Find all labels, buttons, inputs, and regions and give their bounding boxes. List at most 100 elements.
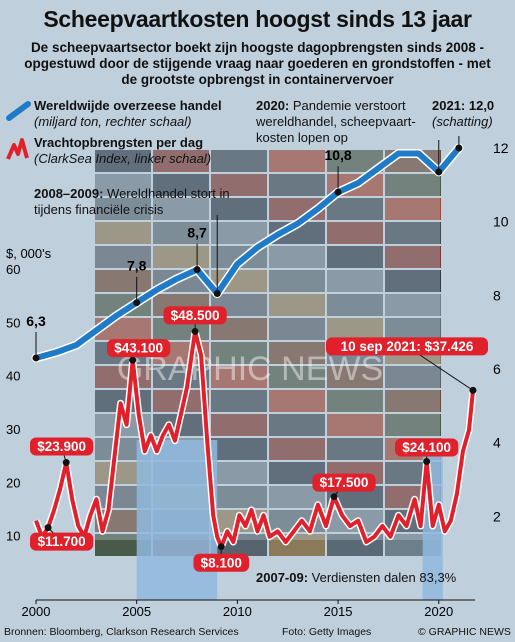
note-earnings-years: 2007-09:	[256, 570, 309, 585]
container-block	[385, 366, 441, 388]
freight-label-box	[395, 438, 459, 457]
legend-trade-title: Wereldwijde overzeese handel	[34, 98, 222, 113]
container-block	[211, 198, 267, 220]
freight-data-label: $8.100	[201, 555, 242, 570]
container-block	[269, 174, 325, 196]
container-block	[327, 270, 383, 292]
freight-data-label: 10 sep 2021: $37.426	[341, 339, 474, 354]
freight-point-dot	[129, 356, 137, 364]
container-block	[211, 342, 267, 364]
trade-data-label: 10,8	[324, 147, 351, 163]
freight-label-box	[30, 532, 94, 551]
trade-data-label: 8,7	[187, 225, 207, 241]
container-block	[327, 150, 383, 172]
container-block	[153, 246, 209, 268]
container-block	[153, 198, 209, 220]
note-pandemic-year: 2020:	[256, 98, 290, 113]
container-block	[269, 438, 325, 460]
freight-data-label: $17.500	[320, 475, 369, 490]
note-pandemic: 2020: Pandemie verstoort wereldhandel, s…	[256, 98, 426, 146]
y-left-tick-label: 10	[6, 529, 20, 544]
page-subtitle: De scheepvaartsector boekt zijn hoogste …	[24, 40, 491, 87]
trade-point-dot	[32, 354, 40, 362]
container-block	[327, 198, 383, 220]
trade-line	[33, 145, 462, 361]
freight-point-dot	[469, 386, 477, 394]
container-block	[385, 390, 441, 412]
y-right-tick-label: 10	[493, 214, 509, 230]
container-block	[211, 222, 267, 244]
freight-label-box	[163, 306, 227, 325]
container-block	[269, 342, 325, 364]
container-block	[211, 366, 267, 388]
container-block	[211, 414, 267, 436]
container-block	[269, 390, 325, 412]
header: Scheepvaartkosten hoogst sinds 13 jaar D…	[0, 0, 515, 98]
freight-line	[34, 329, 475, 549]
container-block	[327, 390, 383, 412]
container-block	[211, 438, 267, 460]
freight-data-label: $23.900	[37, 439, 86, 454]
freight-data-label: $11.700	[38, 534, 86, 549]
legend-freight-sub: (ClarkSea Index, linker schaal)	[34, 151, 212, 166]
container-block	[153, 150, 209, 172]
note-crisis-years: 2008–2009:	[34, 186, 104, 201]
container-block	[385, 222, 441, 244]
freight-point-dot	[44, 524, 52, 532]
container-block	[269, 414, 325, 436]
container-block	[153, 222, 209, 244]
y-right-tick-label: 6	[493, 361, 501, 377]
y-left-tick-label: 30	[6, 422, 20, 437]
freight-label-box	[30, 437, 94, 456]
container-block	[327, 438, 383, 460]
freight-data-label: $48.500	[171, 308, 220, 323]
freight-data-label: $43.100	[114, 341, 163, 356]
legend-trade-sub: (miljard ton, rechter schaal)	[34, 114, 192, 129]
container-block	[269, 150, 325, 172]
x-tick-label: 2005	[122, 604, 151, 619]
y-right-tick-label: 2	[493, 508, 501, 524]
container-block	[327, 318, 383, 340]
container-block	[269, 294, 325, 316]
y-left-tick-label: 40	[6, 369, 20, 384]
trade-data-label: 7,8	[127, 258, 147, 274]
container-block	[385, 414, 441, 436]
container-block	[269, 366, 325, 388]
footer: Bronnen: Bloomberg, Clarkson Research Se…	[0, 622, 515, 642]
freight-point-dot	[423, 457, 431, 465]
y-left-unit-label: $, 000's	[6, 246, 52, 261]
container-block	[385, 174, 441, 196]
shaded-period	[136, 440, 218, 600]
freight-data-label: $24.100	[402, 440, 451, 455]
freight-label-box	[312, 473, 376, 492]
container-block	[211, 462, 267, 484]
container-block	[385, 198, 441, 220]
freight-label-box	[326, 337, 488, 356]
y-right-tick-label: 12	[493, 140, 509, 156]
trade-point-dot	[133, 299, 141, 307]
container-block	[327, 294, 383, 316]
container-block	[385, 294, 441, 316]
y-right-tick-label: 4	[493, 435, 501, 451]
y-left-tick-label: 60	[6, 262, 20, 277]
note-earnings-text: Verdiensten dalen 83,3%	[311, 570, 457, 585]
freight-label-box	[193, 553, 250, 572]
note-estimate: 2021: 12,0 (schatting)	[432, 98, 512, 130]
container-block	[269, 462, 325, 484]
container-block	[327, 366, 383, 388]
freight-point-dot	[62, 459, 70, 467]
freight-point-dot	[191, 327, 199, 335]
footer-sources: Bronnen: Bloomberg, Clarkson Research Se…	[4, 626, 239, 638]
note-crisis: 2008–2009: Wereldhandel stort in tijdens…	[34, 186, 244, 218]
container-block	[269, 270, 325, 292]
note-estimate-value: 2021: 12,0	[432, 98, 495, 113]
x-tick-label: 2010	[223, 604, 252, 619]
x-tick-label: 2015	[324, 604, 353, 619]
note-crisis-text: Wereldhandel stort in tijdens financiële…	[34, 186, 230, 217]
container-block	[269, 318, 325, 340]
trade-data-label: 6,3	[26, 313, 46, 329]
x-tick-label: 2000	[22, 604, 51, 619]
container-block	[211, 318, 267, 340]
